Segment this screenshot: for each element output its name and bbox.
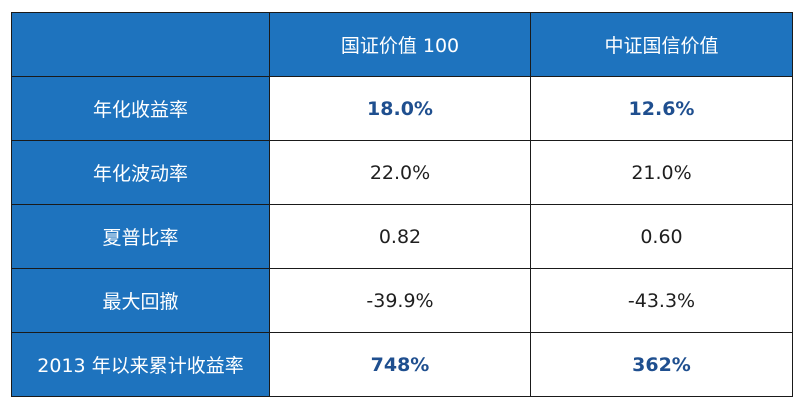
table-row: 年化波动率 22.0% 21.0%	[11, 140, 793, 205]
header-corner-cell	[11, 12, 270, 77]
value-cell: -43.3%	[530, 268, 793, 333]
value-cell: 0.82	[269, 204, 531, 269]
value-cell: 748%	[269, 332, 531, 397]
column-header: 中证国信价值	[530, 12, 793, 77]
table-row: 年化收益率 18.0% 12.6%	[11, 76, 793, 141]
table-row: 最大回撤 -39.9% -43.3%	[11, 268, 793, 333]
value-cell: -39.9%	[269, 268, 531, 333]
value-cell: 22.0%	[269, 140, 531, 205]
row-label: 最大回撤	[11, 268, 270, 333]
table-header-row: 国证价值 100 中证国信价值	[11, 12, 793, 77]
table-row: 2013 年以来累计收益率 748% 362%	[11, 332, 793, 397]
value-cell: 21.0%	[530, 140, 793, 205]
value-cell: 0.60	[530, 204, 793, 269]
comparison-table: 国证价值 100 中证国信价值 年化收益率 18.0% 12.6% 年化波动率 …	[11, 12, 793, 397]
row-label: 夏普比率	[11, 204, 270, 269]
value-cell: 12.6%	[530, 76, 793, 141]
row-label: 2013 年以来累计收益率	[11, 332, 270, 397]
table-row: 夏普比率 0.82 0.60	[11, 204, 793, 269]
column-header: 国证价值 100	[269, 12, 531, 77]
row-label: 年化波动率	[11, 140, 270, 205]
value-cell: 18.0%	[269, 76, 531, 141]
row-label: 年化收益率	[11, 76, 270, 141]
value-cell: 362%	[530, 332, 793, 397]
